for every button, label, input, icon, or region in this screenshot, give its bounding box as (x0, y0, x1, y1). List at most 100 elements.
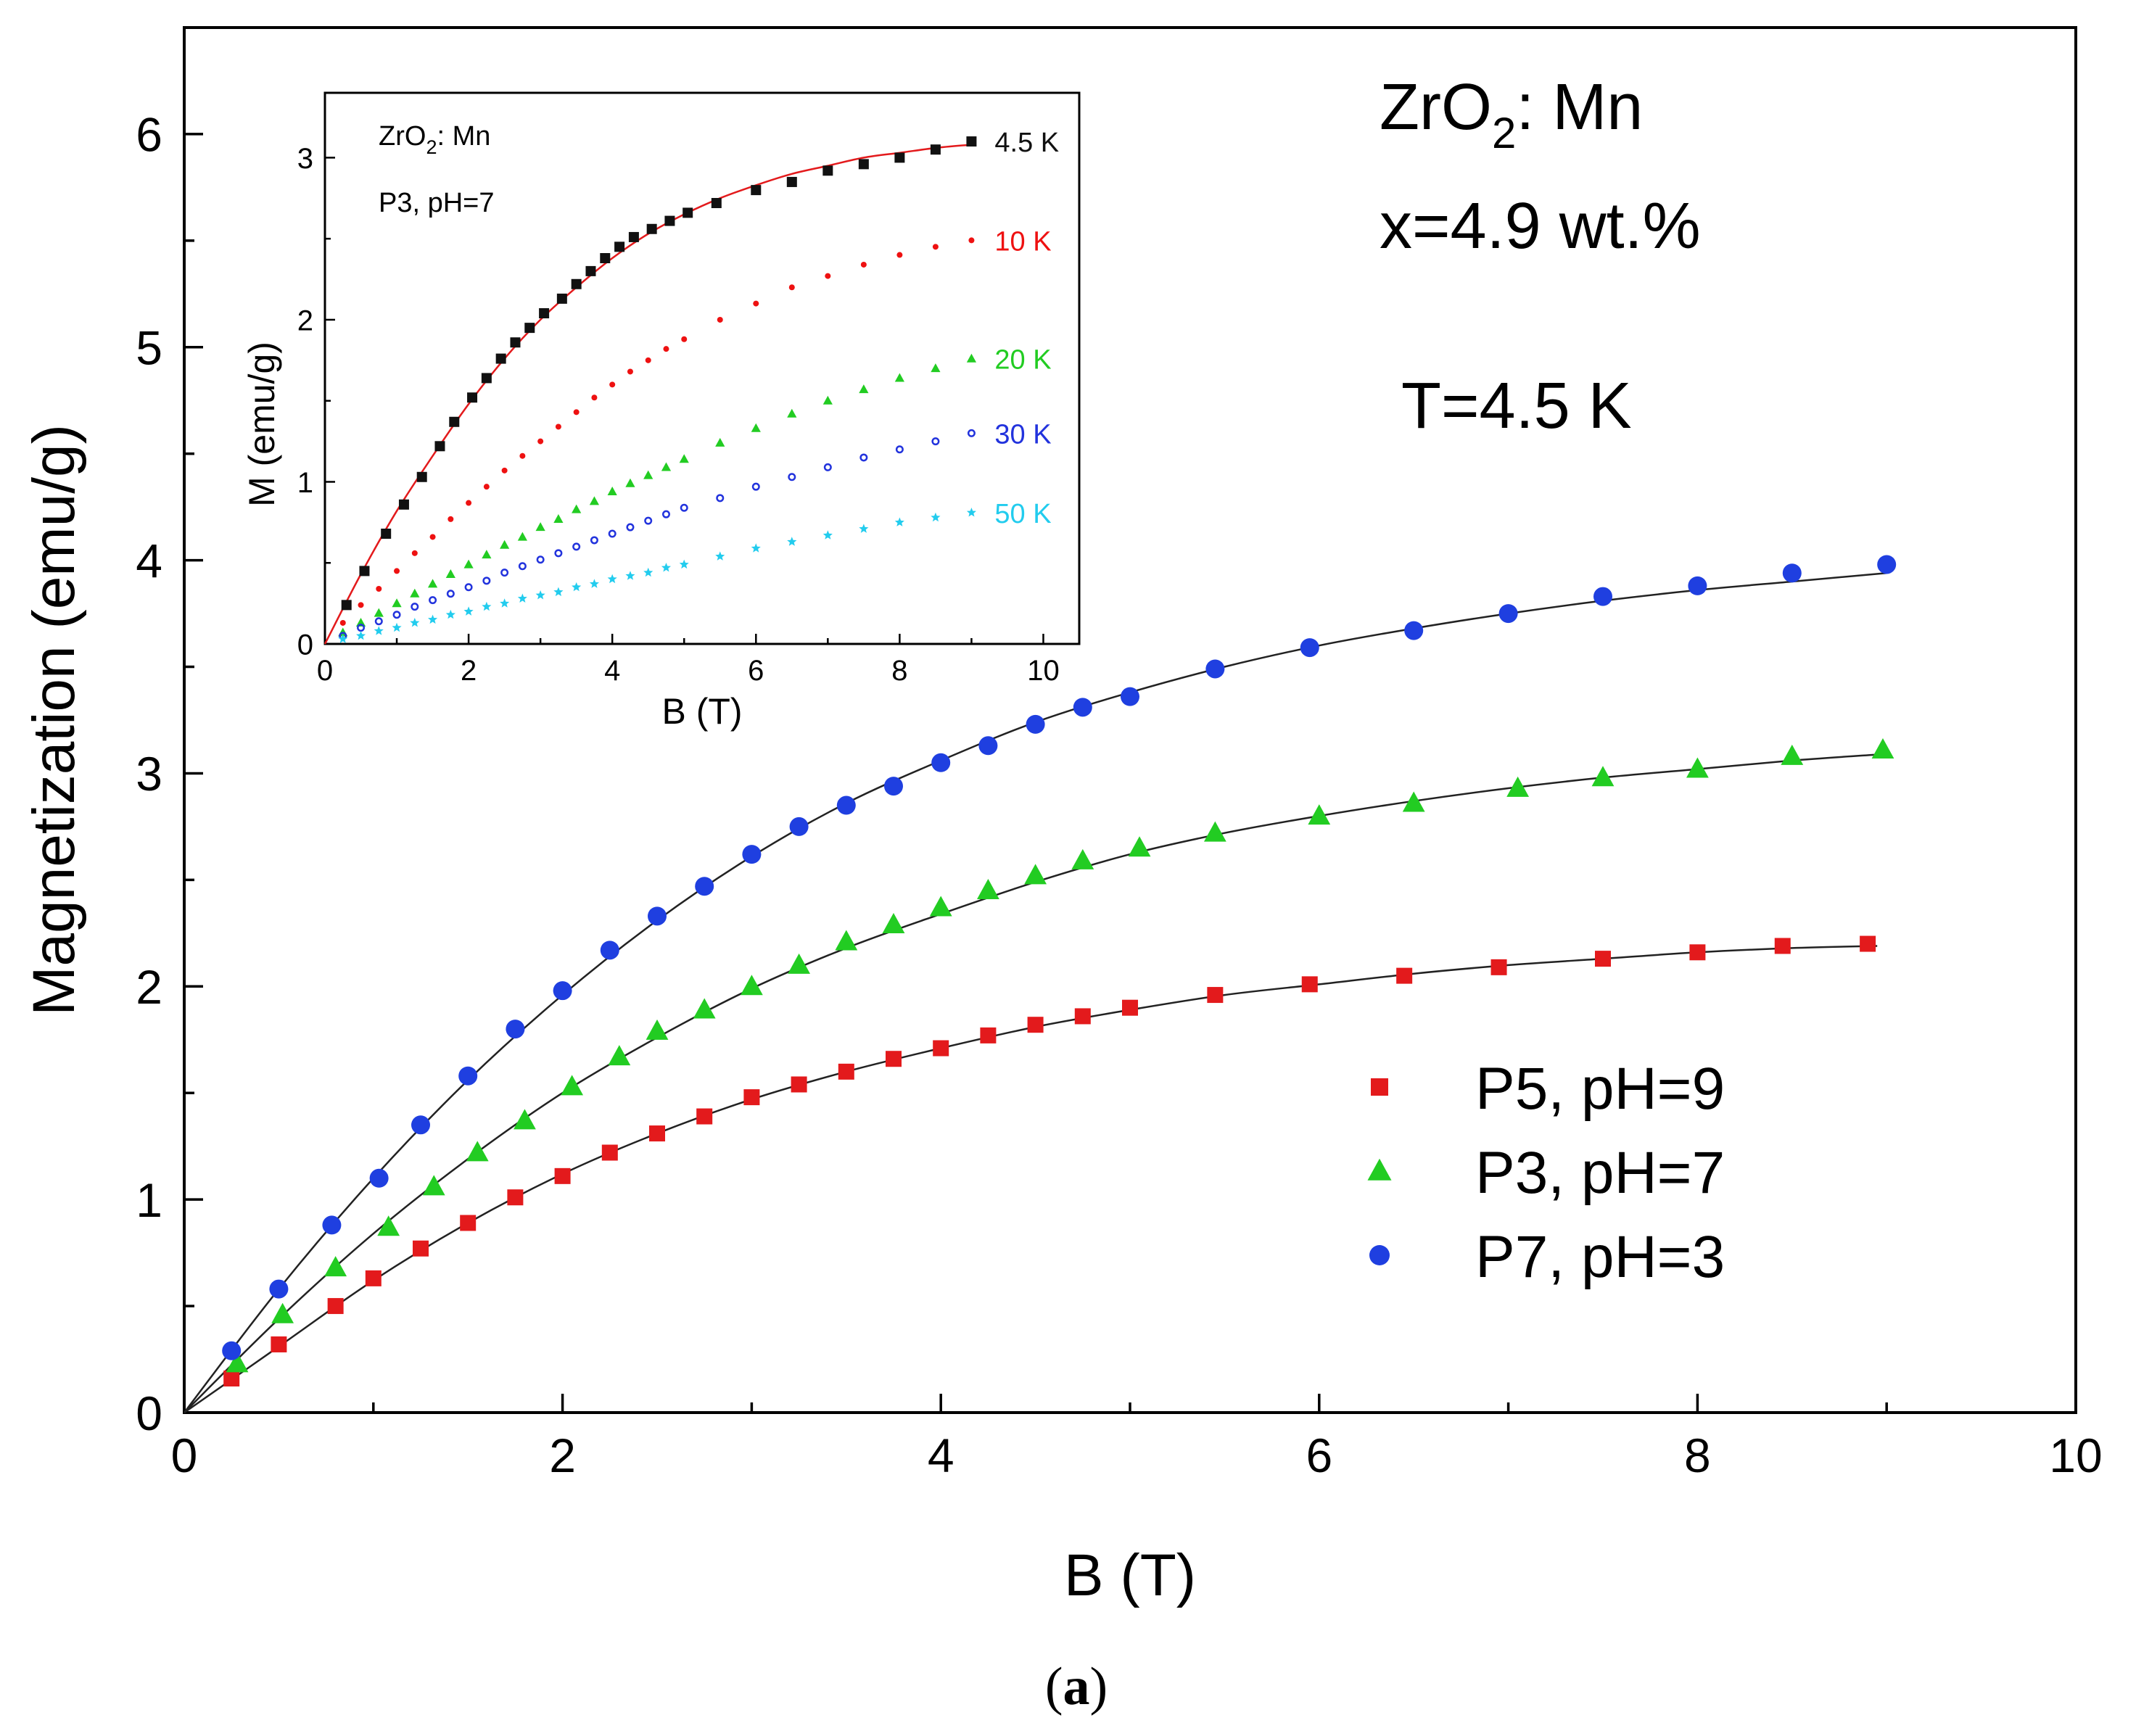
inset-sample-annotation: P3, pH=7 (379, 188, 495, 218)
data-point (510, 337, 521, 348)
data-point (416, 471, 427, 482)
y-tick-label: 6 (136, 108, 162, 162)
y-tick-label: 3 (136, 747, 162, 801)
data-point (1308, 804, 1331, 825)
data-point (643, 470, 653, 479)
data-point (608, 529, 617, 538)
data-point (495, 353, 506, 364)
data-point (607, 574, 617, 584)
data-point (679, 559, 689, 569)
x-tick-label: 8 (1684, 1429, 1711, 1482)
data-point (458, 1066, 478, 1086)
main-x-axis-label: B (T) (1064, 1542, 1196, 1608)
data-point (679, 454, 689, 463)
data-point (369, 1168, 389, 1188)
data-point (517, 532, 527, 541)
data-point (500, 540, 510, 549)
data-point (681, 336, 688, 342)
legend-label: P3, pH=7 (1475, 1140, 1725, 1206)
main-material-base: ZrO (1380, 71, 1492, 144)
data-point (1877, 555, 1897, 574)
data-point (751, 185, 762, 196)
data-point (1396, 967, 1413, 984)
data-point (626, 523, 635, 532)
y-tick-label: 3 (297, 143, 313, 175)
inset-material-rest: : Mn (437, 121, 490, 152)
data-point (742, 845, 762, 864)
data-point (625, 571, 635, 580)
data-point (339, 619, 346, 626)
data-point (467, 392, 478, 403)
y-tick-label: 2 (136, 960, 162, 1014)
x-tick-label: 2 (549, 1429, 576, 1482)
data-point (836, 795, 856, 815)
data-point (882, 912, 905, 933)
data-point (649, 1125, 665, 1142)
data-point (661, 510, 670, 518)
data-point (338, 634, 348, 643)
data-point (585, 265, 596, 276)
data-point (374, 617, 383, 626)
inset-series-label: 20 K (994, 345, 1051, 376)
data-point (886, 1051, 902, 1067)
data-point (822, 165, 833, 176)
data-point (500, 598, 510, 608)
data-point (858, 159, 869, 170)
inset-series-label: 10 K (994, 226, 1051, 257)
data-point (359, 566, 370, 576)
caption-close-paren: ) (1090, 1657, 1108, 1716)
legend-label: P5, pH=9 (1475, 1056, 1725, 1122)
data-point (645, 357, 651, 363)
inset-axis-ticks: 0 2 4 6 8 10 0 1 2 3 (297, 143, 1060, 687)
data-point (591, 394, 598, 401)
x-tick-label: 10 (2049, 1429, 2102, 1482)
data-point (894, 152, 905, 163)
data-point (1026, 714, 1045, 734)
data-point (589, 496, 600, 505)
data-point (1301, 976, 1318, 993)
data-point (601, 1144, 618, 1161)
data-point (410, 588, 420, 598)
main-material-rest: : Mn (1516, 71, 1643, 144)
data-point (715, 551, 725, 561)
data-point (572, 542, 581, 551)
data-point (422, 1175, 445, 1196)
data-point (648, 906, 667, 926)
inset-y-axis-label: M (emu/g) (242, 342, 282, 507)
data-point (680, 503, 688, 512)
data-point (271, 1302, 294, 1323)
inset-material-subscript: 2 (426, 136, 437, 158)
data-point (966, 136, 977, 147)
data-point (838, 1063, 854, 1080)
data-point (590, 536, 598, 545)
data-point (967, 429, 976, 437)
data-point (535, 522, 545, 532)
data-point (365, 1270, 382, 1286)
data-point (411, 550, 418, 556)
data-point (1207, 987, 1224, 1004)
inset-series-label: 30 K (994, 419, 1051, 450)
data-point (466, 1141, 489, 1162)
data-point (429, 596, 437, 605)
data-point (787, 408, 797, 418)
data-point (553, 513, 564, 523)
data-point (460, 1215, 477, 1231)
data-point (507, 1189, 524, 1206)
data-point (600, 253, 611, 263)
data-point (859, 524, 869, 533)
data-point (646, 223, 657, 234)
data-point (358, 602, 364, 608)
data-point (743, 1089, 760, 1106)
data-point (381, 529, 392, 539)
data-point (554, 1167, 571, 1184)
legend-marker (1369, 1245, 1390, 1265)
data-point (609, 381, 616, 388)
data-point (788, 473, 796, 481)
data-point (1781, 744, 1804, 765)
data-point (539, 308, 550, 318)
data-point (464, 583, 473, 592)
data-point (327, 1298, 344, 1315)
data-point (1686, 757, 1709, 778)
data-point (223, 1370, 240, 1386)
